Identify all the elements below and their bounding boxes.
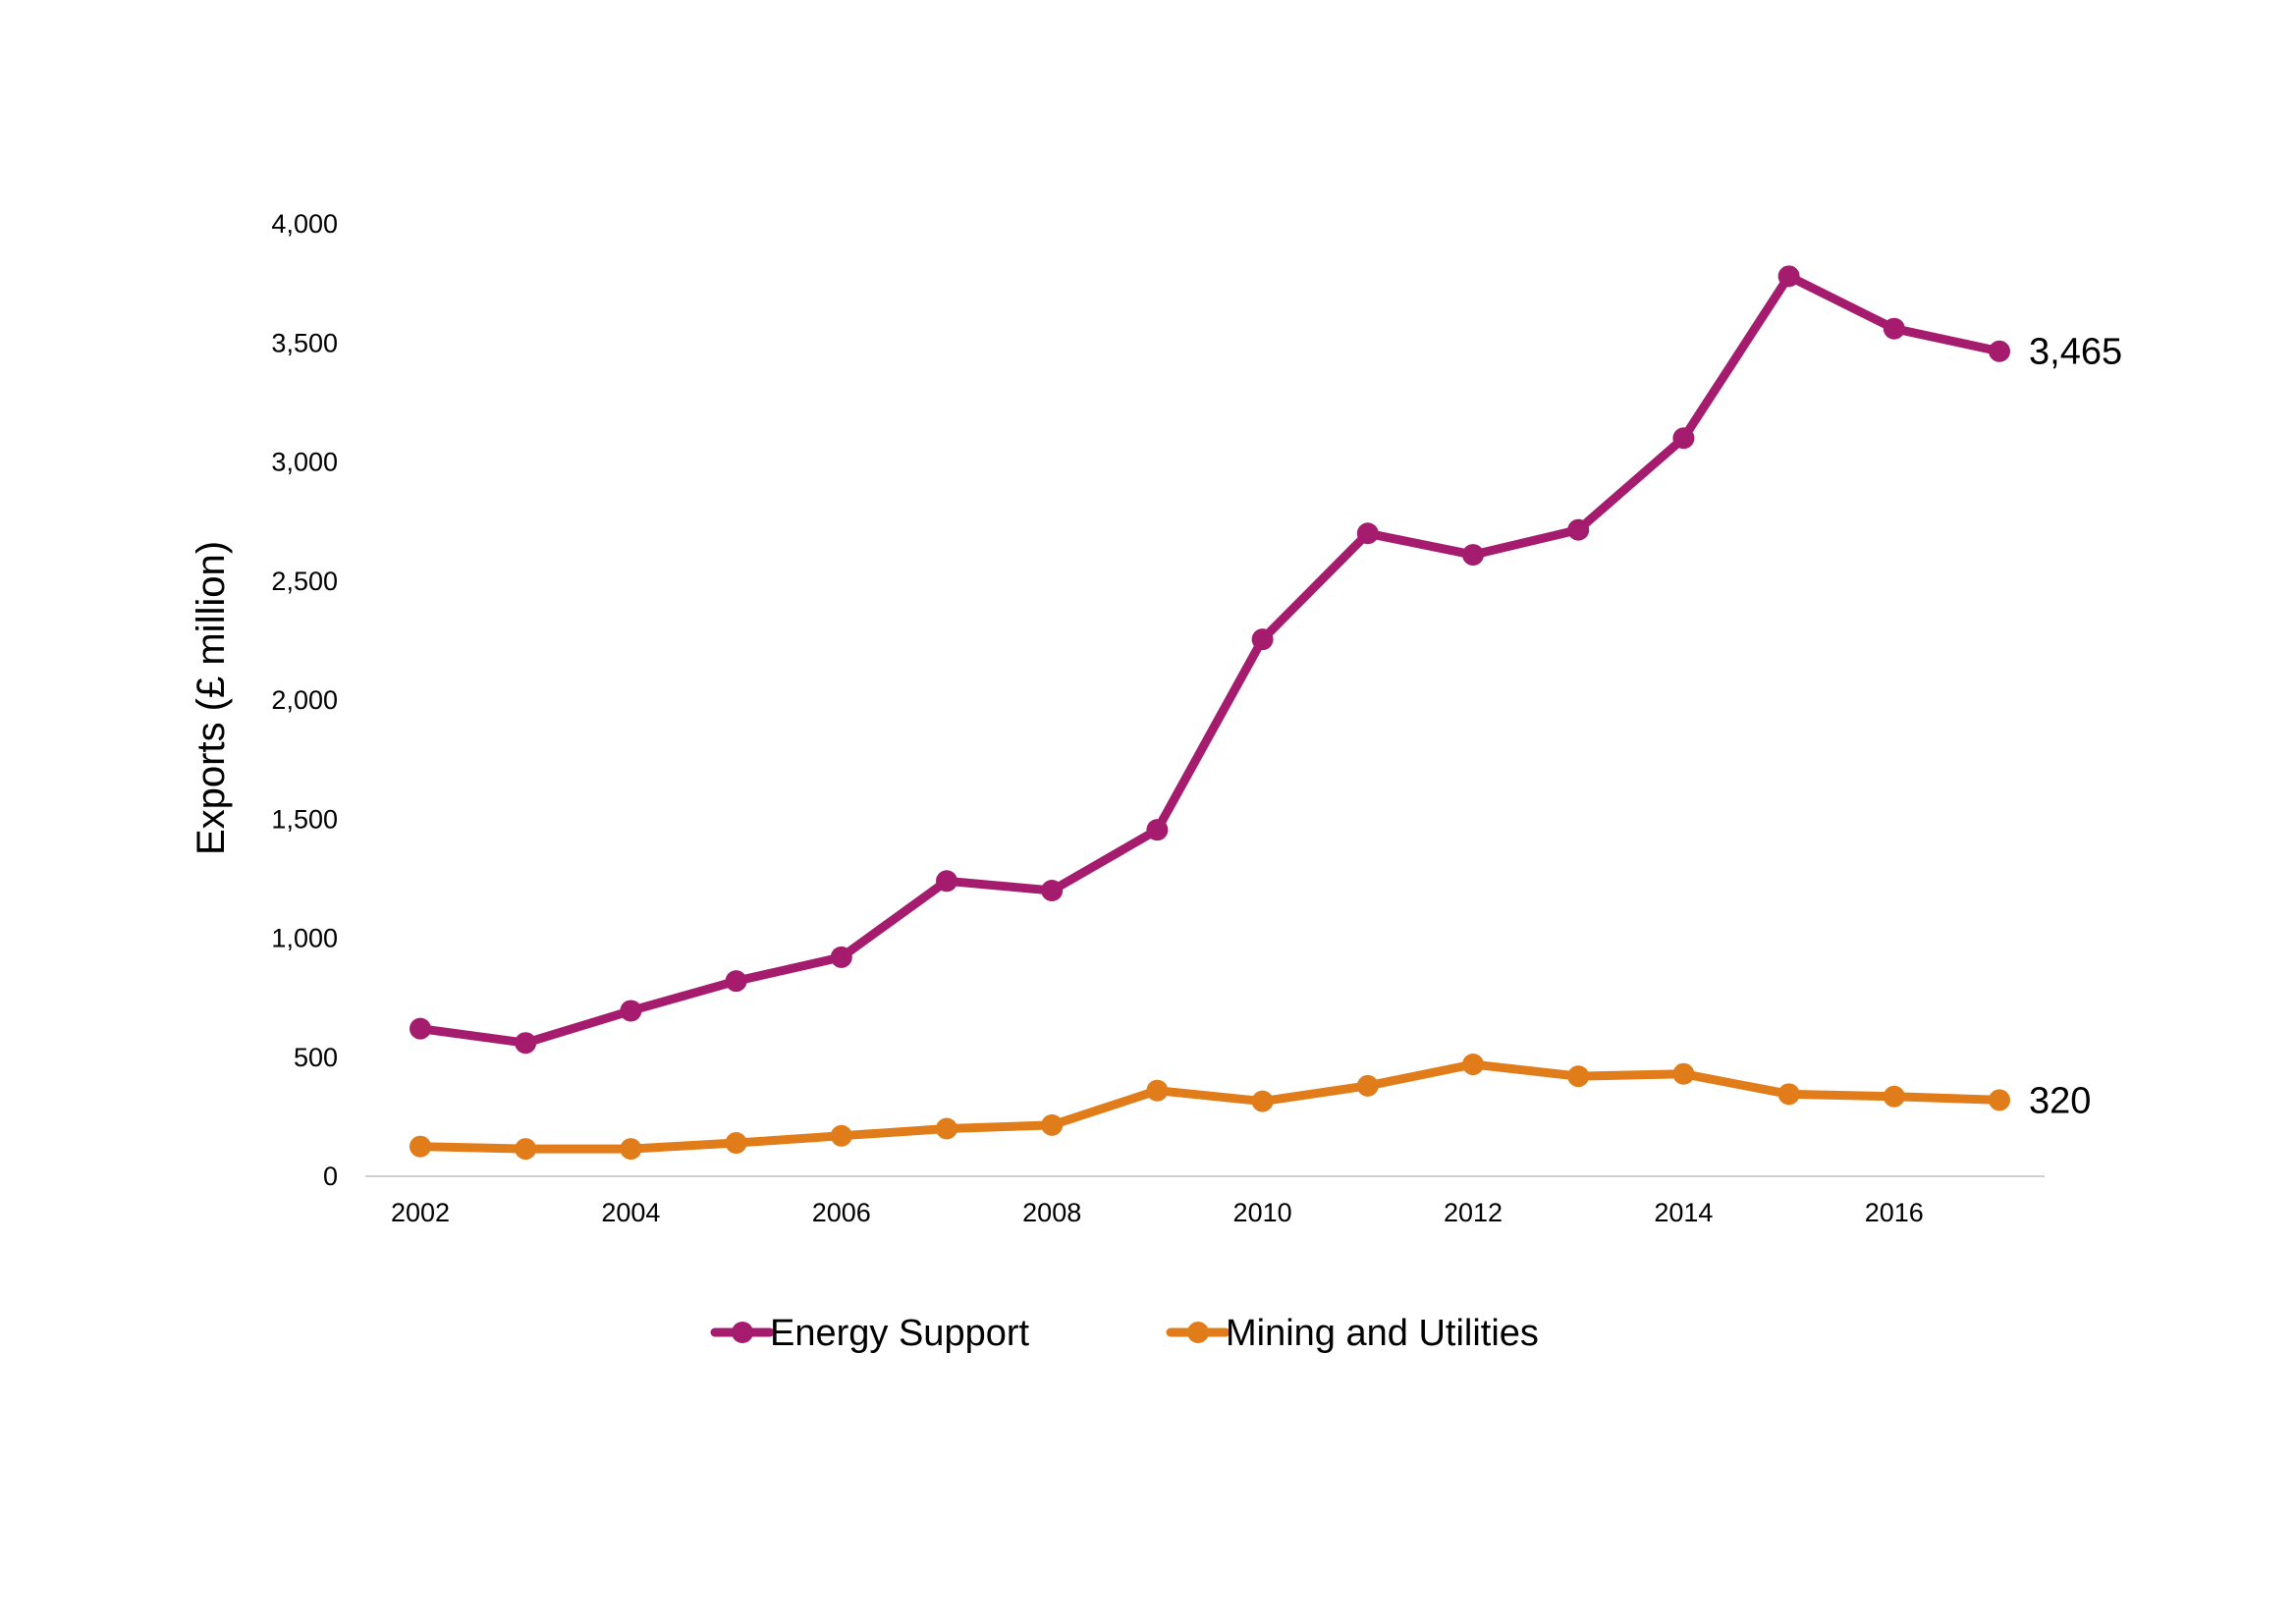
y-tick-label: 2,500 [271,567,338,596]
legend-item-mining-and-utilities: Mining and Utilities [1166,1313,1539,1354]
data-point-energy-support [1041,880,1064,901]
data-point-mining-and-utilities [1672,1062,1695,1085]
data-point-energy-support [936,870,957,893]
data-point-mining-and-utilities [725,1132,747,1155]
y-tick-label: 1,000 [271,924,338,953]
data-point-mining-and-utilities [1462,1054,1484,1076]
x-tick-label: 2004 [601,1198,660,1227]
legend-label: Mining and Utilities [1226,1313,1539,1354]
data-point-energy-support [620,1000,642,1022]
x-tick-label: 2014 [1654,1198,1713,1227]
legend-swatch-marker [732,1322,753,1343]
data-point-energy-support [1567,518,1590,541]
data-point-energy-support [1356,522,1379,545]
data-point-mining-and-utilities [936,1117,957,1140]
data-point-mining-and-utilities [1251,1090,1274,1112]
data-point-mining-and-utilities [1146,1079,1169,1102]
legend-label: Energy Support [770,1313,1029,1354]
series-energy-support: 3,465 [410,265,2122,1055]
data-point-mining-and-utilities [1777,1083,1800,1106]
data-point-energy-support [1777,265,1800,288]
series-line-mining-and-utilities [415,1059,2004,1154]
x-tick-label: 2016 [1865,1198,1924,1227]
y-tick-label: 500 [294,1043,338,1072]
data-point-energy-support [410,1017,431,1040]
end-value-label: 320 [2029,1080,2091,1121]
data-point-energy-support [1883,317,1905,340]
data-point-mining-and-utilities [1567,1065,1590,1088]
legend: Energy Support Mining and Utilities [710,1313,1539,1354]
y-tick-label: 1,500 [271,804,338,834]
data-point-energy-support [1989,340,2010,362]
y-axis-title-group: Exports (£ million) [190,541,233,855]
y-tick-label: 3,000 [271,448,338,477]
series-line-energy-support [415,271,2004,1048]
data-point-mining-and-utilities [410,1135,431,1158]
y-tick-label: 3,500 [271,328,338,357]
x-tick-label: 2006 [812,1198,871,1227]
legend-swatch-marker [1187,1322,1209,1343]
y-tick-label: 0 [323,1162,338,1191]
series-mining-and-utilities: 320 [410,1054,2091,1161]
data-point-energy-support [725,970,747,993]
series-layer: 3,465 320 [410,265,2122,1161]
data-point-energy-support [1146,819,1169,841]
data-point-mining-and-utilities [1989,1089,2010,1111]
x-tick-label: 2002 [391,1198,450,1227]
y-axis-ticks: 0 500 1,000 1,500 2,000 2,500 3,000 3,500 4,000 [271,209,338,1191]
data-point-energy-support [1672,427,1695,450]
y-tick-label: 4,000 [271,209,338,239]
y-axis-title: Exports (£ million) [190,541,233,855]
data-point-energy-support [1462,544,1484,567]
data-point-mining-and-utilities [620,1138,642,1161]
x-axis-ticks: 2002 2004 2006 2008 2010 2012 2014 2016 [391,1198,1924,1227]
x-tick-label: 2010 [1233,1198,1292,1227]
data-point-mining-and-utilities [1356,1074,1379,1097]
data-point-mining-and-utilities [830,1124,852,1147]
x-tick-label: 2012 [1444,1198,1503,1227]
x-tick-label: 2008 [1022,1198,1081,1227]
y-tick-label: 2,000 [271,685,338,715]
data-point-mining-and-utilities [515,1138,537,1161]
data-point-energy-support [1251,628,1274,651]
end-value-label: 3,465 [2029,332,2122,373]
data-point-energy-support [515,1032,537,1055]
legend-item-energy-support: Energy Support [710,1313,1029,1354]
data-point-mining-and-utilities [1041,1113,1064,1136]
data-point-energy-support [830,946,852,968]
data-point-mining-and-utilities [1883,1085,1905,1108]
